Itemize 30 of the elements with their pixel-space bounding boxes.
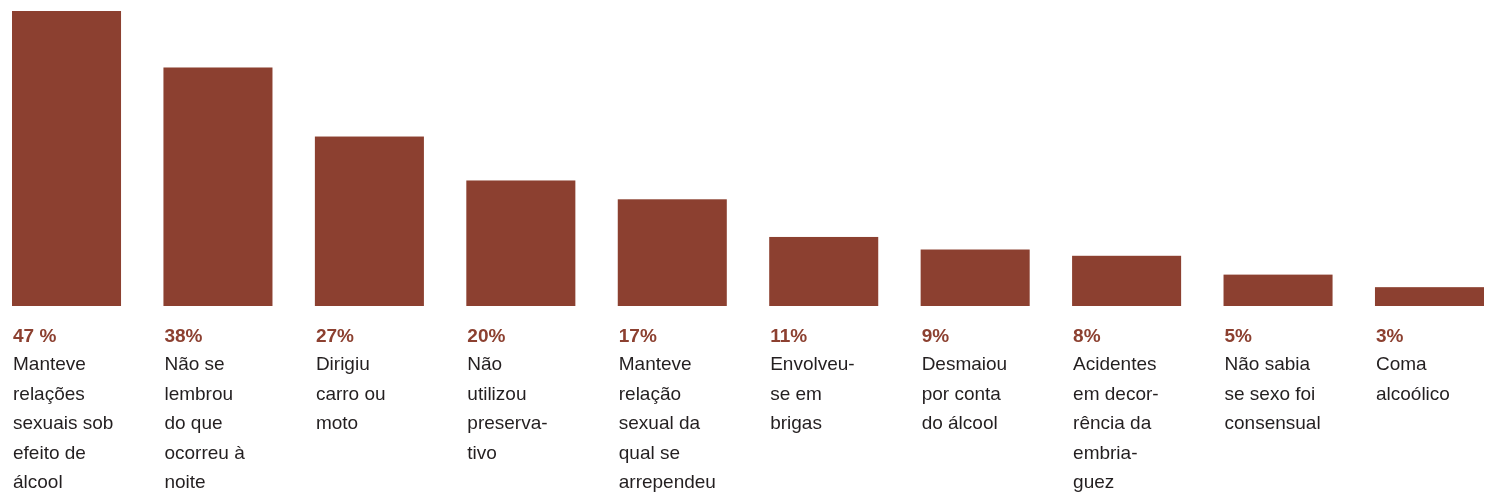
bar xyxy=(314,136,424,306)
x-tick-label: Dirigiu carro ou moto xyxy=(315,353,386,434)
bar xyxy=(920,249,1030,306)
x-tick-label: Desmaiou por conta do álcool xyxy=(921,353,1008,434)
x-tick-label: Manteve relações sexuais sob efeito de álcool xyxy=(13,353,114,492)
data-label: 38% xyxy=(164,325,203,346)
data-label: 3% xyxy=(1375,325,1404,346)
data-label: 47 % xyxy=(13,325,57,346)
data-label: 11% xyxy=(770,325,808,346)
x-tick-label: Não se lembrou do que ocorreu à noite xyxy=(164,353,246,492)
data-label: 5% xyxy=(1224,325,1253,346)
bar xyxy=(1374,287,1484,306)
data-label: 17% xyxy=(618,325,657,346)
x-tick-label: Manteve relação sexual da qual se arrependeu xyxy=(618,353,716,492)
x-tick-label: Não utilizou preserva- tivo xyxy=(467,353,548,463)
data-label: 9% xyxy=(921,325,950,346)
x-tick-label: Acidentes em decor- rência da embria- guez xyxy=(1073,353,1159,492)
x-tick-label: Não sabia se sexo foi consensual xyxy=(1224,353,1321,434)
data-label: 8% xyxy=(1073,325,1101,346)
bar xyxy=(1072,255,1182,306)
x-tick-label: Envolveu- se em brigas xyxy=(770,353,855,434)
bar xyxy=(12,11,122,306)
bar xyxy=(1223,274,1333,306)
bar xyxy=(163,67,273,306)
bar xyxy=(769,236,879,306)
x-tick-label: Coma alcoólico xyxy=(1375,353,1450,404)
data-label: 27% xyxy=(315,325,355,346)
bar xyxy=(466,180,576,306)
bar xyxy=(617,199,727,306)
data-label: 20% xyxy=(467,325,506,346)
